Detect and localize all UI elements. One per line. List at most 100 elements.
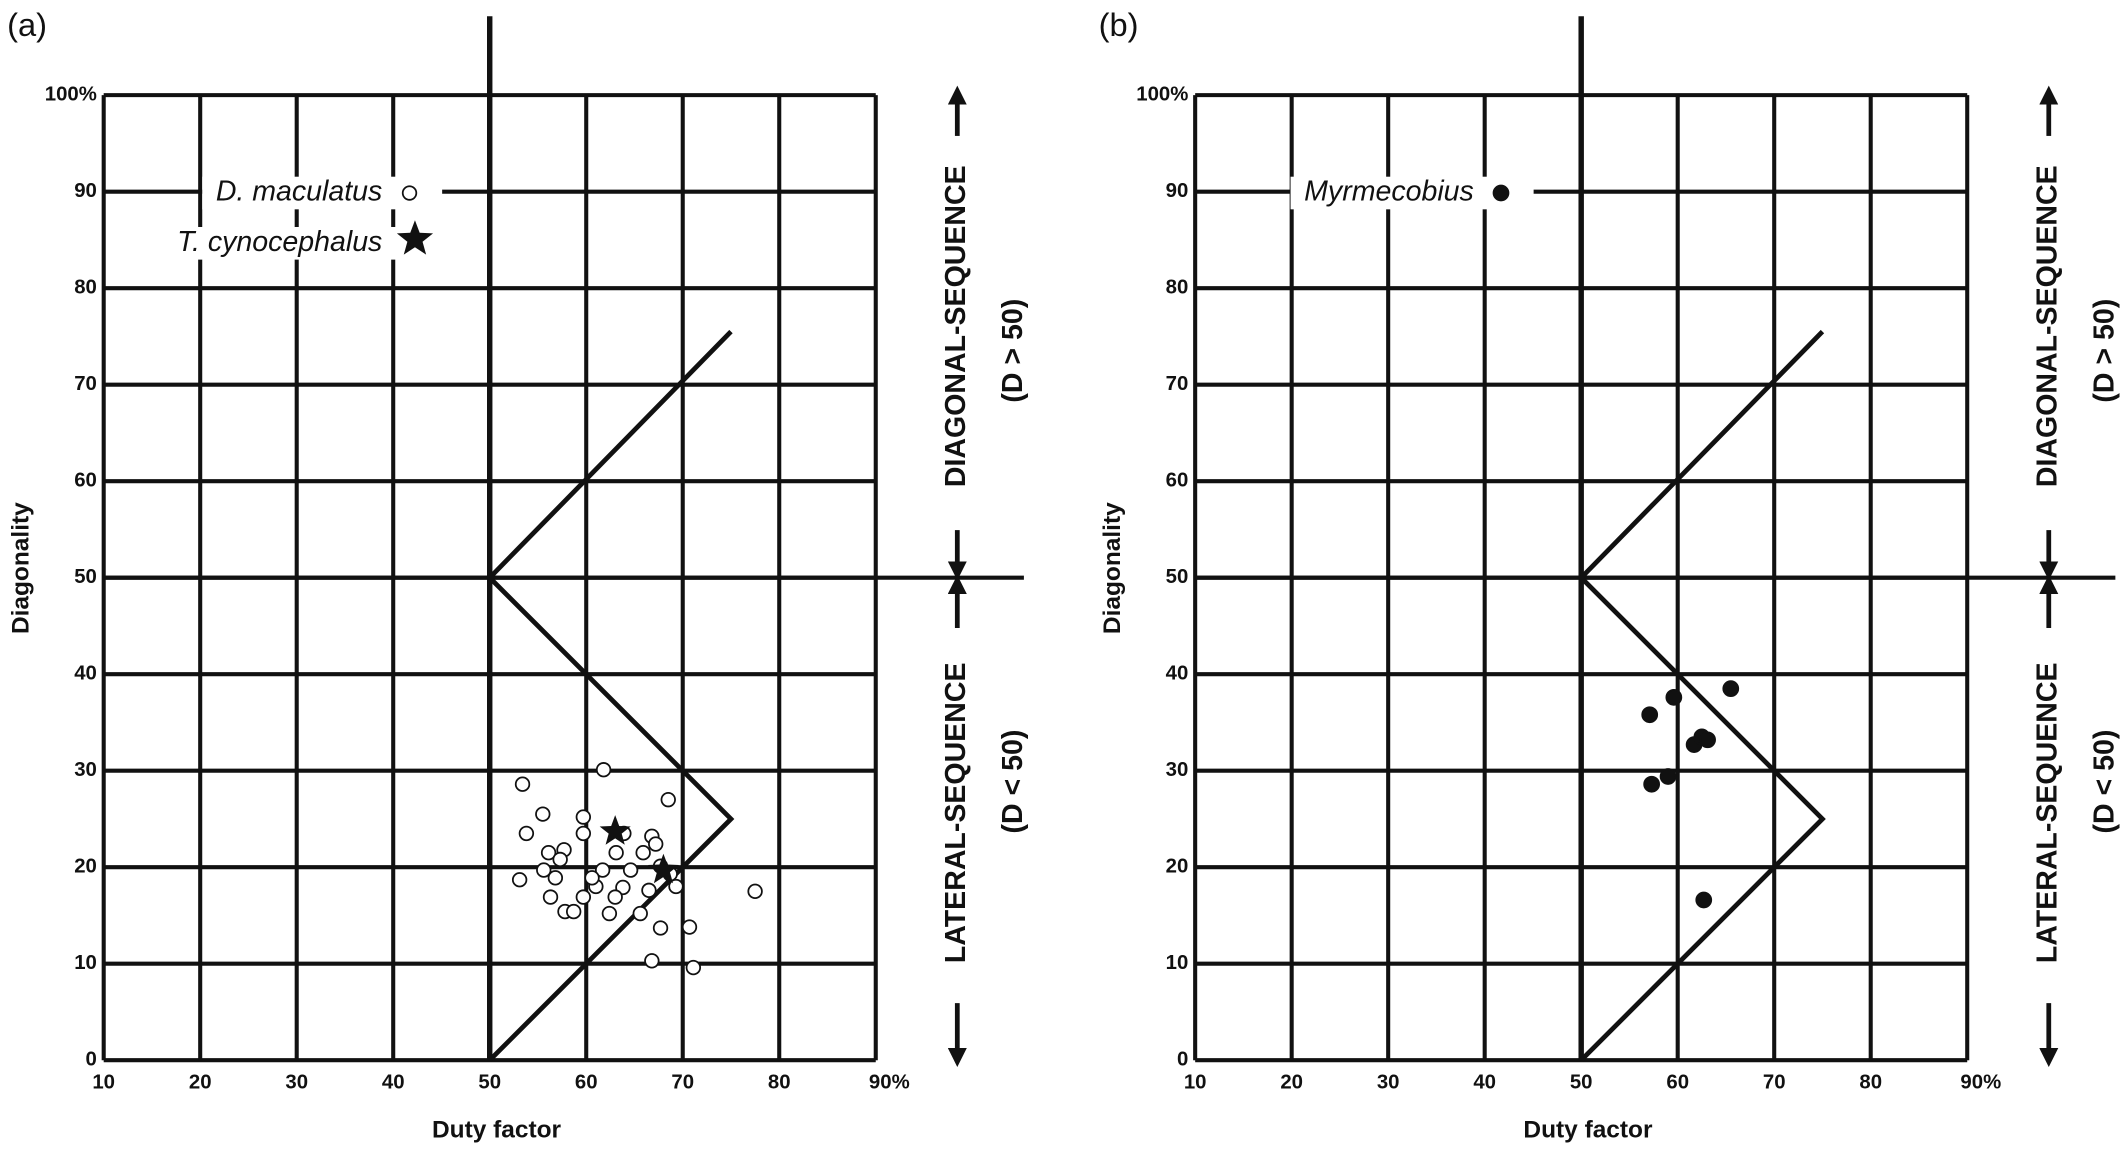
star-marker bbox=[599, 815, 631, 845]
open-point bbox=[607, 889, 623, 905]
y-tick-label: 30 bbox=[1166, 759, 1189, 781]
y-tick-label: 30 bbox=[74, 759, 97, 781]
open-point bbox=[575, 889, 592, 905]
y-tick-label: 10 bbox=[1166, 952, 1189, 974]
y-tick-label: 50 bbox=[1166, 566, 1189, 588]
panel-label: (a) bbox=[7, 6, 47, 43]
y-tick-label: 0 bbox=[86, 1049, 97, 1071]
filled-point bbox=[1722, 680, 1740, 698]
x-tick-label: 70 bbox=[671, 1072, 694, 1094]
open-point bbox=[552, 851, 568, 868]
open-point bbox=[608, 845, 624, 861]
open-point bbox=[594, 862, 611, 878]
x-tick-label: 70 bbox=[1763, 1072, 1786, 1094]
filled-point bbox=[1659, 768, 1677, 785]
y-tick-label: 60 bbox=[1166, 470, 1189, 492]
open-point bbox=[648, 836, 664, 852]
x-tick-label: 10 bbox=[1184, 1072, 1207, 1094]
open-point bbox=[681, 919, 698, 935]
x-tick-label: 90% bbox=[869, 1072, 910, 1094]
filled-point bbox=[1641, 706, 1659, 724]
open-point bbox=[575, 825, 592, 842]
open-point bbox=[535, 806, 551, 822]
x-tick-label: 50 bbox=[478, 1072, 501, 1094]
open-point bbox=[601, 905, 618, 922]
y-tick-label: 10 bbox=[74, 952, 97, 974]
open-point bbox=[747, 883, 763, 900]
y-tick-label: 80 bbox=[1166, 277, 1189, 299]
open-point bbox=[514, 776, 531, 792]
y-tick-label: 80 bbox=[74, 277, 97, 299]
legend-label: Myrmecobius bbox=[1304, 176, 1474, 208]
legend-bg bbox=[163, 226, 443, 260]
annotation: DIAGONAL-SEQUENCE bbox=[940, 165, 972, 487]
legend-label: T. cynocephalus bbox=[177, 226, 382, 258]
open-point bbox=[660, 791, 676, 808]
legend-marker bbox=[401, 185, 418, 201]
y-tick-label: 40 bbox=[74, 663, 97, 685]
y-tick-label: 60 bbox=[74, 470, 97, 492]
x-tick-label: 60 bbox=[1666, 1072, 1689, 1094]
open-point bbox=[542, 889, 559, 905]
x-axis-label: Duty factor bbox=[432, 1116, 562, 1143]
x-tick-label: 20 bbox=[189, 1072, 212, 1094]
filled-point bbox=[1699, 731, 1716, 749]
legend-marker bbox=[396, 220, 434, 255]
open-point bbox=[644, 953, 660, 969]
y-tick-label: 90 bbox=[1166, 180, 1189, 202]
open-point bbox=[547, 870, 564, 886]
x-tick-label: 80 bbox=[768, 1072, 791, 1094]
x-tick-label: 60 bbox=[575, 1072, 598, 1094]
open-point bbox=[511, 872, 528, 888]
y-tick-label: 40 bbox=[1166, 663, 1189, 685]
star-marker bbox=[647, 853, 679, 884]
y-tick-label: 100% bbox=[45, 84, 97, 106]
open-point bbox=[685, 959, 702, 976]
open-point bbox=[565, 903, 582, 920]
y-tick-label: 100% bbox=[1136, 84, 1188, 106]
x-tick-label: 90% bbox=[1960, 1072, 2001, 1094]
annotation: (D > 50) bbox=[2088, 299, 2120, 403]
x-tick-label: 50 bbox=[1570, 1072, 1593, 1094]
filled-point bbox=[1695, 891, 1713, 909]
open-point bbox=[575, 809, 592, 825]
open-point bbox=[536, 862, 552, 878]
y-tick-label: 20 bbox=[74, 856, 97, 878]
legend-marker bbox=[1492, 184, 1510, 202]
boundary-line bbox=[1577, 329, 1826, 1062]
open-point bbox=[632, 905, 648, 922]
x-tick-label: 10 bbox=[92, 1072, 115, 1094]
x-axis-label: Duty factor bbox=[1523, 1116, 1653, 1143]
annotation: LATERAL-SEQUENCE bbox=[2031, 663, 2063, 964]
legend-label: D. maculatus bbox=[216, 176, 383, 208]
y-axis-label: Diagonality bbox=[8, 502, 35, 634]
y-tick-label: 70 bbox=[74, 373, 97, 395]
open-point bbox=[622, 862, 639, 878]
x-tick-label: 40 bbox=[1473, 1072, 1496, 1094]
open-point bbox=[518, 825, 535, 842]
open-point bbox=[652, 920, 669, 936]
filled-point bbox=[1665, 688, 1683, 706]
filled-point bbox=[1643, 775, 1661, 793]
y-tick-label: 70 bbox=[1166, 373, 1189, 395]
open-point bbox=[641, 882, 657, 899]
x-tick-label: 80 bbox=[1859, 1072, 1882, 1094]
y-tick-label: 90 bbox=[74, 180, 97, 202]
x-tick-label: 30 bbox=[1377, 1072, 1400, 1094]
open-point bbox=[635, 845, 651, 861]
annotation: LATERAL-SEQUENCE bbox=[940, 663, 972, 964]
annotation: (D < 50) bbox=[2088, 730, 2120, 834]
x-tick-label: 30 bbox=[285, 1072, 308, 1094]
annotation: (D < 50) bbox=[997, 730, 1029, 834]
open-point bbox=[668, 878, 684, 895]
x-tick-label: 20 bbox=[1280, 1072, 1303, 1094]
boundary-line bbox=[486, 329, 735, 1062]
open-point bbox=[540, 845, 557, 861]
x-tick-label: 40 bbox=[382, 1072, 405, 1094]
y-tick-label: 0 bbox=[1177, 1049, 1188, 1071]
y-axis-label: Diagonality bbox=[1099, 502, 1126, 634]
panel-label: (b) bbox=[1099, 6, 1139, 43]
